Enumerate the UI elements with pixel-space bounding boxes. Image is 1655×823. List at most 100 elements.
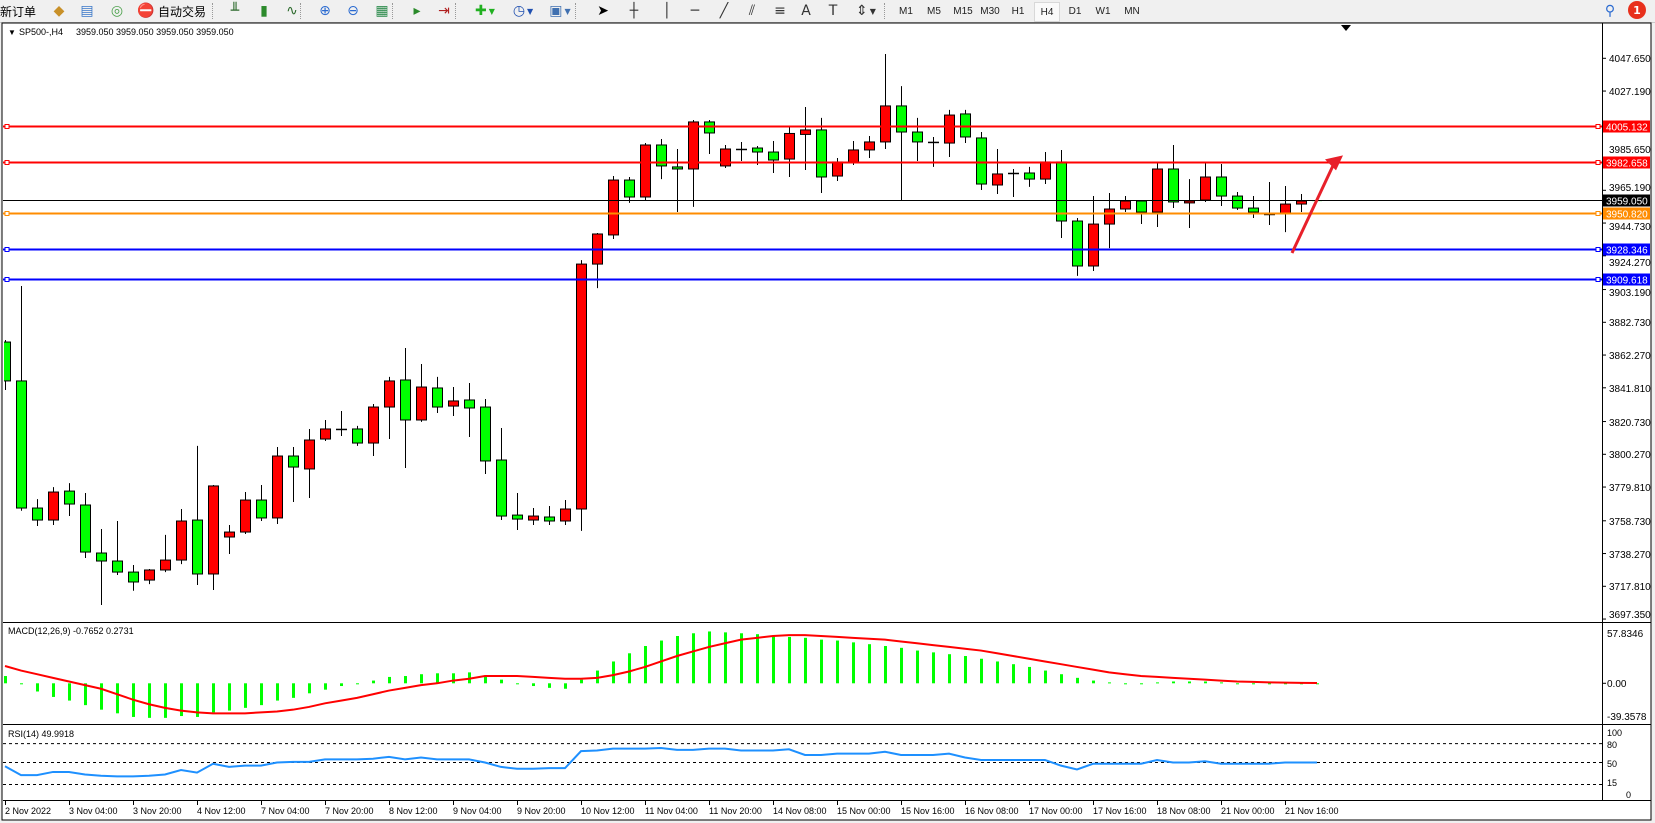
bar-chart-icon[interactable]: ╨ xyxy=(230,3,240,19)
macd-histogram-bar xyxy=(1188,681,1191,684)
toolbar-separator xyxy=(212,3,214,19)
macd-histogram-bar xyxy=(36,683,39,692)
data-window-icon[interactable]: ▤ xyxy=(80,3,94,19)
auto-trading-button[interactable]: 自动交易 xyxy=(158,4,207,19)
chart-shift-icon[interactable]: ⇥ xyxy=(438,3,450,19)
auto-scroll-icon[interactable]: ▸ xyxy=(413,3,421,19)
toolbar-separator xyxy=(884,3,886,19)
macd-histogram-bar xyxy=(52,683,55,697)
indicators-icon[interactable]: ✚ ▼ xyxy=(475,3,495,19)
tile-windows-icon[interactable]: ▦ xyxy=(375,3,389,19)
trendline-icon[interactable]: ╱ xyxy=(719,3,729,19)
templates-icon[interactable]: ▣ ▼ xyxy=(549,3,571,19)
time-axis[interactable]: 2 Nov 2022 3 Nov 04:00 3 Nov 20:00 4 Nov 12… xyxy=(5,800,1339,816)
timeframe-m1-button[interactable]: M1 xyxy=(899,5,913,17)
new-order-button[interactable]: 新订单 xyxy=(0,4,37,19)
crosshair-icon[interactable]: ┼ xyxy=(629,3,639,19)
time-label: 16 Nov 08:00 xyxy=(965,806,1019,816)
timeframe-h1-button[interactable]: H1 xyxy=(1011,5,1025,17)
time-label: 17 Nov 00:00 xyxy=(1029,806,1083,816)
search-icon[interactable]: ⚲ xyxy=(1604,3,1616,19)
level-handle[interactable] xyxy=(4,247,10,252)
candle-body xyxy=(688,121,699,170)
main-price-pane[interactable]: 4047.650 4027.190 3985.650 3965.190 3944.730… xyxy=(1,23,1652,801)
level-handle[interactable] xyxy=(1595,124,1601,129)
level-handle[interactable] xyxy=(4,160,10,165)
timeframe-h4-button[interactable]: H4 xyxy=(1034,2,1060,22)
candle xyxy=(1184,179,1195,229)
time-label: 11 Nov 20:00 xyxy=(709,806,762,816)
horizontal-line-support[interactable]: 3928.346 xyxy=(3,243,1650,257)
price-tick-label: 3717.810 xyxy=(1609,582,1651,593)
dropdown-arrow-icon[interactable]: ▼ xyxy=(527,6,534,16)
horizontal-line-resistance[interactable]: 4005.132 xyxy=(3,120,1650,134)
equidistant-channel-icon[interactable]: ⫽ xyxy=(748,3,756,19)
navigator-icon[interactable]: ◎ xyxy=(110,3,124,19)
macd-histogram-bar xyxy=(68,683,71,701)
chart-shift-marker-icon[interactable] xyxy=(1341,25,1351,31)
macd-histogram-bar xyxy=(980,658,983,684)
candle xyxy=(528,508,539,526)
timeframe-mn-button[interactable]: MN xyxy=(1124,5,1140,17)
level-handle[interactable] xyxy=(1595,211,1601,216)
candle xyxy=(944,109,955,157)
market-watch-icon[interactable]: ◆ xyxy=(53,3,65,19)
level-handle[interactable] xyxy=(1595,160,1601,165)
zoom-in-icon[interactable]: ⊕ xyxy=(319,3,331,19)
fibonacci-icon[interactable]: ≡ xyxy=(774,3,786,19)
text-label-icon[interactable]: T xyxy=(828,3,838,19)
horizontal-line-icon[interactable]: ─ xyxy=(690,3,700,19)
horizontal-line-support[interactable]: 3909.618 xyxy=(3,273,1650,287)
text-icon[interactable]: A xyxy=(801,3,811,19)
timeframe-m5-button[interactable]: M5 xyxy=(927,5,941,17)
rsi-pane[interactable]: 100 80 50 15 0 xyxy=(3,728,1631,800)
periods-icon[interactable]: ◷ ▼ xyxy=(512,3,534,19)
macd-pane[interactable]: 57.8346 0.00 -39.3578 xyxy=(4,629,1647,723)
zoom-out-icon[interactable]: ⊖ xyxy=(347,3,359,19)
auto-trading-icon[interactable]: ⛔ xyxy=(137,3,155,19)
vertical-line-icon[interactable]: │ xyxy=(662,3,672,19)
candle xyxy=(544,505,555,526)
macd-histogram-bar xyxy=(1172,681,1175,684)
level-handle[interactable] xyxy=(4,211,10,216)
horizontal-line-bid[interactable]: 3959.050 xyxy=(3,194,1650,208)
level-handle[interactable] xyxy=(1595,277,1601,282)
candle-body xyxy=(528,515,539,521)
notification-badge[interactable]: 1 xyxy=(1628,1,1646,19)
candle-body xyxy=(32,507,43,521)
candle xyxy=(128,565,139,591)
candle-body xyxy=(1040,161,1051,180)
candle-body xyxy=(1104,208,1115,225)
cursor-icon[interactable]: ➤ xyxy=(597,3,609,19)
level-handle[interactable] xyxy=(4,124,10,129)
timeframe-m15-button[interactable]: M15 xyxy=(953,5,973,17)
time-label: 17 Nov 16:00 xyxy=(1093,806,1147,816)
macd-histogram-bar xyxy=(1140,683,1143,685)
level-handle[interactable] xyxy=(1595,247,1601,252)
price-tick-label: 3985.650 xyxy=(1609,145,1651,156)
line-chart-icon[interactable]: ∿ xyxy=(286,3,298,19)
price-label-box xyxy=(1603,243,1650,256)
dropdown-arrow-icon[interactable]: ▼ xyxy=(869,6,876,16)
price-tick-label: 3903.190 xyxy=(1609,288,1651,299)
candle-body xyxy=(1136,200,1147,213)
horizontal-line-pivot[interactable]: 3950.820 xyxy=(3,207,1650,221)
candle xyxy=(768,140,779,173)
arrow-annotation[interactable] xyxy=(1290,155,1343,254)
timeframe-w1-button[interactable]: W1 xyxy=(1095,5,1111,17)
dropdown-arrow-icon[interactable]: ▼ xyxy=(564,6,571,16)
dropdown-arrow-icon[interactable]: ▼ xyxy=(488,6,495,16)
ohlc-readout: 3959.050 3959.050 3959.050 3959.050 xyxy=(76,27,234,37)
candle xyxy=(816,117,827,194)
timeframe-d1-button[interactable]: D1 xyxy=(1068,5,1082,17)
level-handle[interactable] xyxy=(4,277,10,282)
arrows-icon[interactable]: ⇕ ▼ xyxy=(856,3,876,19)
price-label: 3959.050 xyxy=(1606,197,1648,208)
rsi-axis-label: 100 xyxy=(1607,728,1622,738)
candlestick-chart-icon[interactable]: ▮ xyxy=(260,3,268,19)
collapse-triangle-icon[interactable]: ▼ xyxy=(8,28,16,37)
candle-body xyxy=(800,129,811,135)
timeframe-m30-button[interactable]: M30 xyxy=(980,5,1000,17)
price-tick-label: 3820.730 xyxy=(1609,418,1651,429)
